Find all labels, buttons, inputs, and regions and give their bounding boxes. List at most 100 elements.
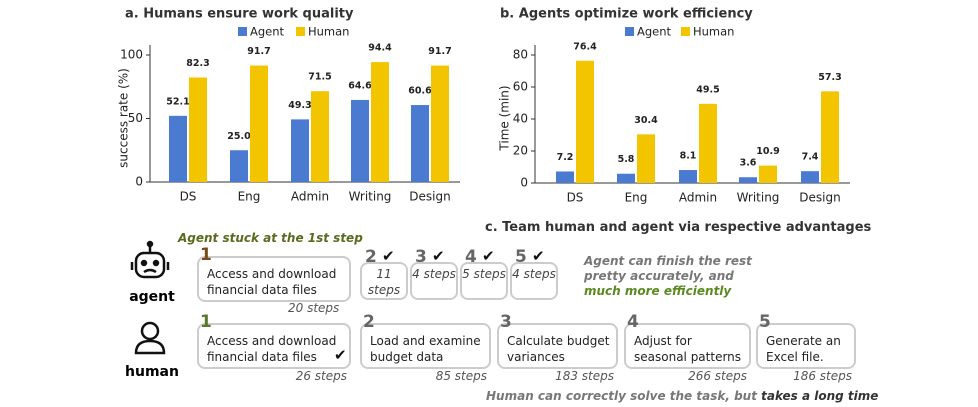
step-count: 4 steps bbox=[412, 267, 456, 281]
bar bbox=[801, 171, 819, 183]
value-label: 49.5 bbox=[696, 84, 719, 95]
check-icon: ✔ bbox=[482, 247, 495, 265]
bar bbox=[431, 65, 449, 182]
value-label: 52.1 bbox=[166, 96, 189, 107]
value-label: 57.3 bbox=[818, 72, 841, 83]
value-label: 3.6 bbox=[740, 158, 757, 169]
legend-label: Human bbox=[693, 25, 734, 39]
chart-title: a. Humans ensure work quality bbox=[125, 7, 354, 22]
robot-icon bbox=[130, 240, 170, 279]
value-label: 82.3 bbox=[186, 58, 209, 69]
bar bbox=[230, 150, 248, 182]
bar bbox=[821, 91, 839, 183]
x-tick-label: DS bbox=[180, 190, 197, 204]
task-text: Load and examine budget data bbox=[370, 334, 481, 364]
y-axis-label: Time (min) bbox=[498, 85, 512, 151]
legend-swatch bbox=[681, 27, 690, 36]
step-number: 1 bbox=[200, 245, 212, 265]
value-label: 25.0 bbox=[227, 131, 251, 142]
legend-swatch bbox=[625, 27, 634, 36]
bar bbox=[699, 103, 717, 183]
y-tick-label: 0 bbox=[135, 175, 143, 189]
step-number: 5 bbox=[515, 247, 527, 267]
step-count: 5 steps bbox=[462, 267, 506, 281]
legend-label: Human bbox=[308, 25, 349, 39]
task-box: Adjust for seasonal patterns bbox=[624, 323, 751, 369]
bar bbox=[411, 105, 429, 182]
x-tick-label: Design bbox=[409, 190, 450, 204]
check-icon: ✔ bbox=[382, 247, 395, 265]
task-text: Adjust for seasonal patterns bbox=[634, 334, 742, 364]
bar bbox=[739, 177, 757, 183]
step-count: 85 steps bbox=[435, 369, 487, 383]
y-axis-label: success rate (%) bbox=[117, 68, 131, 168]
human-label: human bbox=[125, 364, 179, 380]
y-tick-label: 100 bbox=[120, 48, 143, 62]
step-count: 266 steps bbox=[688, 369, 747, 383]
value-label: 71.5 bbox=[308, 72, 331, 83]
step-count: 186 steps bbox=[793, 369, 852, 383]
bar bbox=[556, 171, 574, 183]
task-text: Calculate budget variances bbox=[507, 334, 610, 364]
check-icon: ✔ bbox=[334, 346, 347, 364]
task-box: Load and examine budget data bbox=[360, 323, 491, 369]
value-label: 91.7 bbox=[247, 46, 270, 57]
x-tick-label: Admin bbox=[679, 191, 717, 205]
y-tick-label: 0 bbox=[520, 176, 528, 190]
value-label: 5.8 bbox=[618, 154, 635, 165]
x-tick-label: Admin bbox=[291, 190, 329, 204]
task-text: Generate an Excel file. bbox=[766, 334, 841, 364]
bar bbox=[576, 60, 594, 184]
bar bbox=[679, 170, 697, 183]
x-tick-label: Writing bbox=[349, 190, 392, 204]
task-text: Access and download financial data files bbox=[207, 267, 337, 297]
diagram-title: c. Team human and agent via respective a… bbox=[485, 220, 872, 235]
x-tick-label: Writing bbox=[737, 191, 780, 205]
check-icon: ✔ bbox=[532, 247, 545, 265]
x-tick-label: Eng bbox=[625, 191, 648, 205]
step-count: 20 steps bbox=[288, 301, 340, 315]
legend-swatch bbox=[238, 27, 247, 36]
value-label: 7.2 bbox=[557, 152, 574, 163]
step-number: 2 bbox=[365, 247, 377, 267]
step-number: 4 bbox=[465, 247, 477, 267]
value-label: 30.4 bbox=[634, 115, 658, 126]
check-icon: ✔ bbox=[432, 247, 445, 265]
step-number: 4 bbox=[627, 312, 639, 332]
step-box: 4 steps bbox=[510, 262, 558, 300]
x-tick-label: Eng bbox=[238, 190, 261, 204]
bar bbox=[250, 65, 268, 182]
step-box: 11 steps bbox=[360, 262, 408, 300]
bar bbox=[189, 77, 207, 182]
task-box: Access and download financial data files bbox=[197, 256, 351, 302]
x-tick-label: Design bbox=[799, 191, 840, 205]
chart-title: b. Agents optimize work efficiency bbox=[500, 7, 753, 22]
value-label: 49.3 bbox=[288, 100, 311, 111]
x-tick-label: DS bbox=[567, 191, 584, 205]
note-emphasis: much more efficiently bbox=[584, 284, 732, 298]
step-count: 11 steps bbox=[367, 267, 401, 297]
task-box: Access and download financial data files bbox=[197, 323, 351, 369]
y-tick-label: 80 bbox=[513, 48, 528, 62]
step-box: 4 steps bbox=[410, 262, 458, 300]
bar bbox=[759, 165, 777, 183]
agent-label: agent bbox=[129, 289, 175, 305]
task-box: Calculate budget variances bbox=[497, 323, 618, 369]
value-label: 91.7 bbox=[428, 46, 451, 57]
stuck-note: Agent stuck at the 1st step bbox=[178, 231, 363, 245]
step-count: 26 steps bbox=[295, 369, 347, 383]
bar bbox=[291, 119, 309, 182]
bar bbox=[311, 91, 329, 182]
note-text: Human can correctly solve the task, but bbox=[486, 389, 762, 403]
bar bbox=[371, 62, 389, 182]
step-number: 3 bbox=[415, 247, 427, 267]
step-number: 1 bbox=[200, 312, 212, 332]
task-box: Generate an Excel file. bbox=[756, 323, 856, 369]
legend-label: Agent bbox=[250, 25, 285, 39]
y-tick-label: 60 bbox=[513, 80, 528, 94]
value-label: 10.9 bbox=[756, 146, 779, 157]
value-label: 94.4 bbox=[368, 43, 392, 54]
